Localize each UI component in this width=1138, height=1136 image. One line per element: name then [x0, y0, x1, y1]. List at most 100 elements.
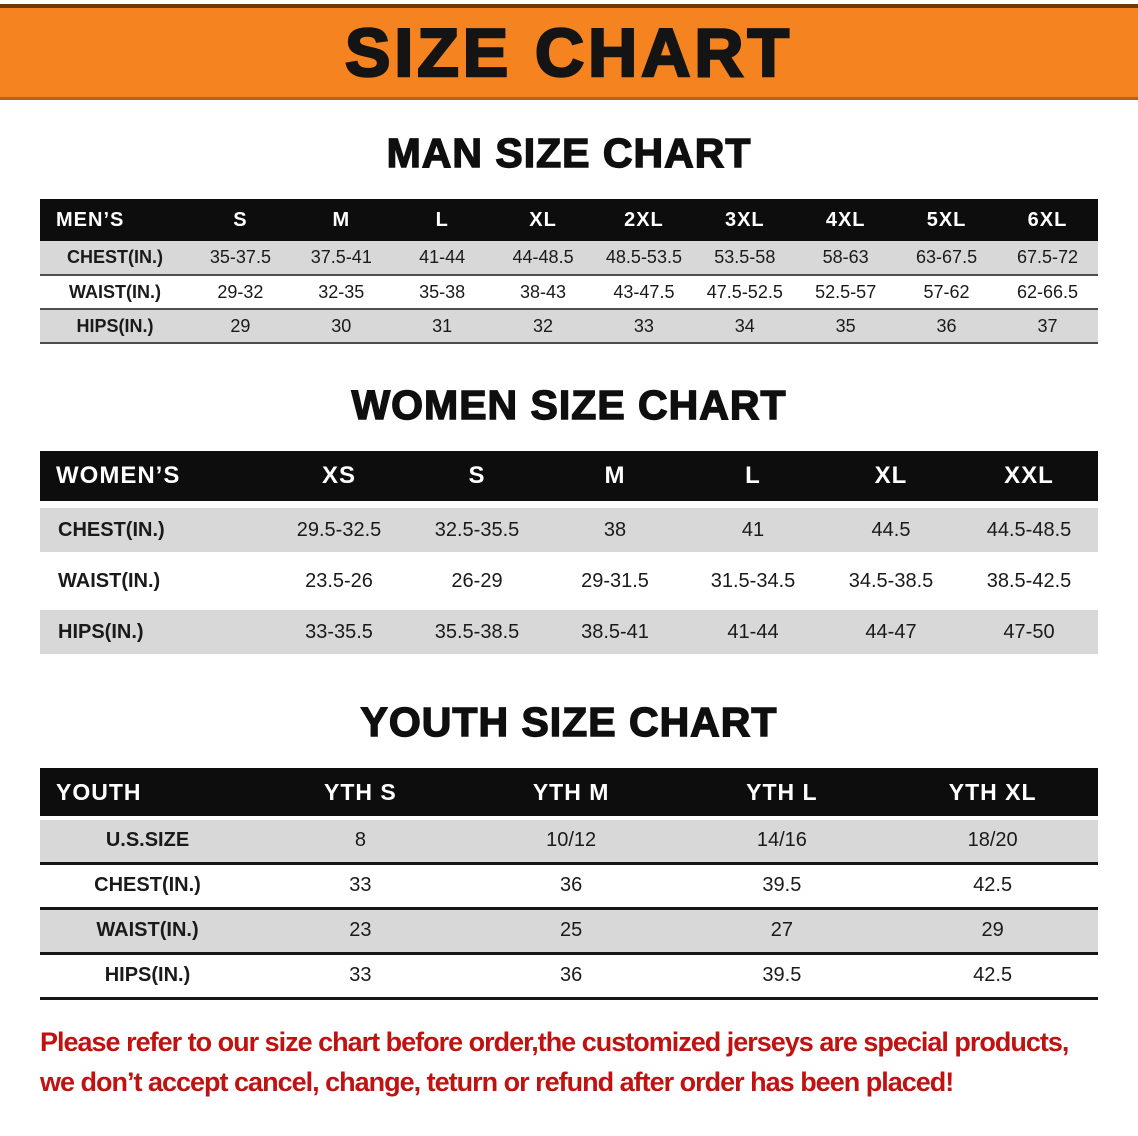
cell-value: 29: [190, 309, 291, 344]
youth-column-header-3: YTH XL: [887, 768, 1098, 820]
row-label: CHEST(IN.): [40, 241, 190, 276]
cell-value: 33-35.5: [270, 610, 408, 654]
cell-value: 63-67.5: [896, 241, 997, 276]
womens-corner-label: WOMEN’S: [40, 451, 270, 501]
womens-column-header-2: M: [546, 451, 684, 501]
youth-table: YOUTH YTH S YTH M YTH L YTH XL U.S.SIZE 8 10/12…: [40, 768, 1098, 1000]
youth-size-section: YOUTH SIZE CHART YOUTH YTH S YTH M YTH L YTH…: [0, 698, 1138, 1000]
youth-size-table: YOUTH YTH S YTH M YTH L YTH XL U.S.SIZE 8 10/12…: [40, 768, 1098, 1000]
cell-value: 23: [255, 908, 466, 955]
mens-column-header-5: 3XL: [694, 199, 796, 241]
cell-value: 42.5: [887, 953, 1098, 1000]
disclaimer-line-2: we don’t accept cancel, change, teturn o…: [40, 1067, 954, 1097]
cell-value: 27: [676, 908, 888, 955]
womens-table: WOMEN’S XS S M L XL XXL CHEST(IN.) 29.5-32.5 32.5…: [40, 444, 1098, 661]
cell-value: 36: [896, 309, 997, 344]
cell-value: 44.5-48.5: [960, 508, 1098, 552]
cell-value: 38.5-41: [546, 610, 684, 654]
mens-row-2: HIPS(IN.) 29 30 31 32 33 34 35 36 37: [40, 309, 1098, 344]
womens-row-0: CHEST(IN.) 29.5-32.5 32.5-35.5 38 41 44.5 44.5…: [40, 508, 1098, 552]
mens-column-header-2: L: [391, 199, 493, 241]
cell-value: 34.5-38.5: [822, 559, 960, 603]
mens-table: MEN’S S M L XL 2XL 3XL 4XL 5XL 6XL CHEST(IN.) 35-37…: [40, 199, 1098, 344]
youth-row-1: CHEST(IN.) 33 36 39.5 42.5: [40, 863, 1098, 910]
cell-value: 52.5-57: [795, 275, 897, 310]
womens-column-header-4: XL: [822, 451, 960, 501]
cell-value: 38-43: [492, 275, 594, 310]
cell-value: 35: [795, 309, 897, 344]
cell-value: 32-35: [290, 275, 392, 310]
womens-row-2: HIPS(IN.) 33-35.5 35.5-38.5 38.5-41 41-44 44-…: [40, 610, 1098, 654]
mens-column-header-8: 6XL: [997, 199, 1098, 241]
youth-column-header-2: YTH L: [676, 768, 888, 820]
size-chart-page: SIZE CHART MAN SIZE CHART MEN’S S M L XL 2XL 3…: [0, 4, 1138, 1103]
cell-value: 30: [290, 309, 392, 344]
size-chart-banner: SIZE CHART: [0, 4, 1138, 100]
cell-value: 37: [997, 309, 1098, 344]
mens-row-0: CHEST(IN.) 35-37.5 37.5-41 41-44 44-48.5 48.5…: [40, 241, 1098, 276]
cell-value: 62-66.5: [997, 275, 1098, 310]
cell-value: 38: [546, 508, 684, 552]
cell-value: 44-48.5: [492, 241, 594, 276]
cell-value: 47.5-52.5: [694, 275, 796, 310]
mens-column-header-7: 5XL: [896, 199, 997, 241]
mens-column-header-4: 2XL: [593, 199, 695, 241]
cell-value: 34: [694, 309, 796, 344]
cell-value: 29: [887, 908, 1098, 955]
cell-value: 38.5-42.5: [960, 559, 1098, 603]
row-label: WAIST(IN.): [40, 559, 270, 603]
cell-value: 41-44: [684, 610, 822, 654]
cell-value: 32.5-35.5: [408, 508, 546, 552]
cell-value: 35-37.5: [190, 241, 291, 276]
cell-value: 26-29: [408, 559, 546, 603]
women-size-section: WOMEN SIZE CHART WOMEN’S XS S M L XL XXL CHEST(…: [0, 381, 1138, 661]
cell-value: 23.5-26: [270, 559, 408, 603]
cell-value: 41: [684, 508, 822, 552]
men-size-table: MEN’S S M L XL 2XL 3XL 4XL 5XL 6XL CHEST(IN.) 35-37…: [40, 199, 1098, 344]
row-label: U.S.SIZE: [40, 818, 255, 865]
youth-column-header-1: YTH M: [465, 768, 677, 820]
cell-value: 25: [465, 908, 677, 955]
cell-value: 42.5: [887, 863, 1098, 910]
womens-header-row: WOMEN’S XS S M L XL XXL: [40, 451, 1098, 501]
youth-row-2: WAIST(IN.) 23 25 27 29: [40, 908, 1098, 955]
cell-value: 31.5-34.5: [684, 559, 822, 603]
row-label: CHEST(IN.): [40, 863, 255, 910]
cell-value: 33: [255, 863, 466, 910]
cell-value: 31: [391, 309, 493, 344]
cell-value: 35.5-38.5: [408, 610, 546, 654]
cell-value: 35-38: [391, 275, 493, 310]
cell-value: 47-50: [960, 610, 1098, 654]
row-label: WAIST(IN.): [40, 908, 255, 955]
row-label: HIPS(IN.): [40, 610, 270, 654]
mens-column-header-3: XL: [492, 199, 594, 241]
cell-value: 32: [492, 309, 594, 344]
cell-value: 36: [465, 863, 677, 910]
cell-value: 57-62: [896, 275, 997, 310]
womens-column-header-1: S: [408, 451, 546, 501]
youth-row-3: HIPS(IN.) 33 36 39.5 42.5: [40, 953, 1098, 1000]
women-size-table: WOMEN’S XS S M L XL XXL CHEST(IN.) 29.5-32.5 32.5…: [40, 444, 1098, 661]
youth-section-heading: YOUTH SIZE CHART: [360, 698, 778, 745]
women-section-heading: WOMEN SIZE CHART: [351, 381, 787, 428]
cell-value: 53.5-58: [694, 241, 796, 276]
row-label: WAIST(IN.): [40, 275, 190, 310]
womens-column-header-3: L: [684, 451, 822, 501]
womens-column-header-0: XS: [270, 451, 408, 501]
mens-column-header-0: S: [190, 199, 291, 241]
disclaimer: Please refer to our size chart before or…: [40, 1022, 1098, 1103]
youth-header-row: YOUTH YTH S YTH M YTH L YTH XL: [40, 768, 1098, 820]
mens-corner-label: MEN’S: [40, 199, 190, 241]
cell-value: 58-63: [795, 241, 897, 276]
mens-column-header-6: 4XL: [795, 199, 897, 241]
cell-value: 10/12: [465, 818, 677, 865]
cell-value: 44-47: [822, 610, 960, 654]
youth-row-0: U.S.SIZE 8 10/12 14/16 18/20: [40, 818, 1098, 865]
cell-value: 36: [465, 953, 677, 1000]
cell-value: 48.5-53.5: [593, 241, 695, 276]
cell-value: 44.5: [822, 508, 960, 552]
disclaimer-line-1: Please refer to our size chart before or…: [40, 1026, 1069, 1057]
row-label: HIPS(IN.): [40, 953, 255, 1000]
mens-row-1: WAIST(IN.) 29-32 32-35 35-38 38-43 43-47.5 47.…: [40, 275, 1098, 310]
cell-value: 39.5: [676, 863, 888, 910]
